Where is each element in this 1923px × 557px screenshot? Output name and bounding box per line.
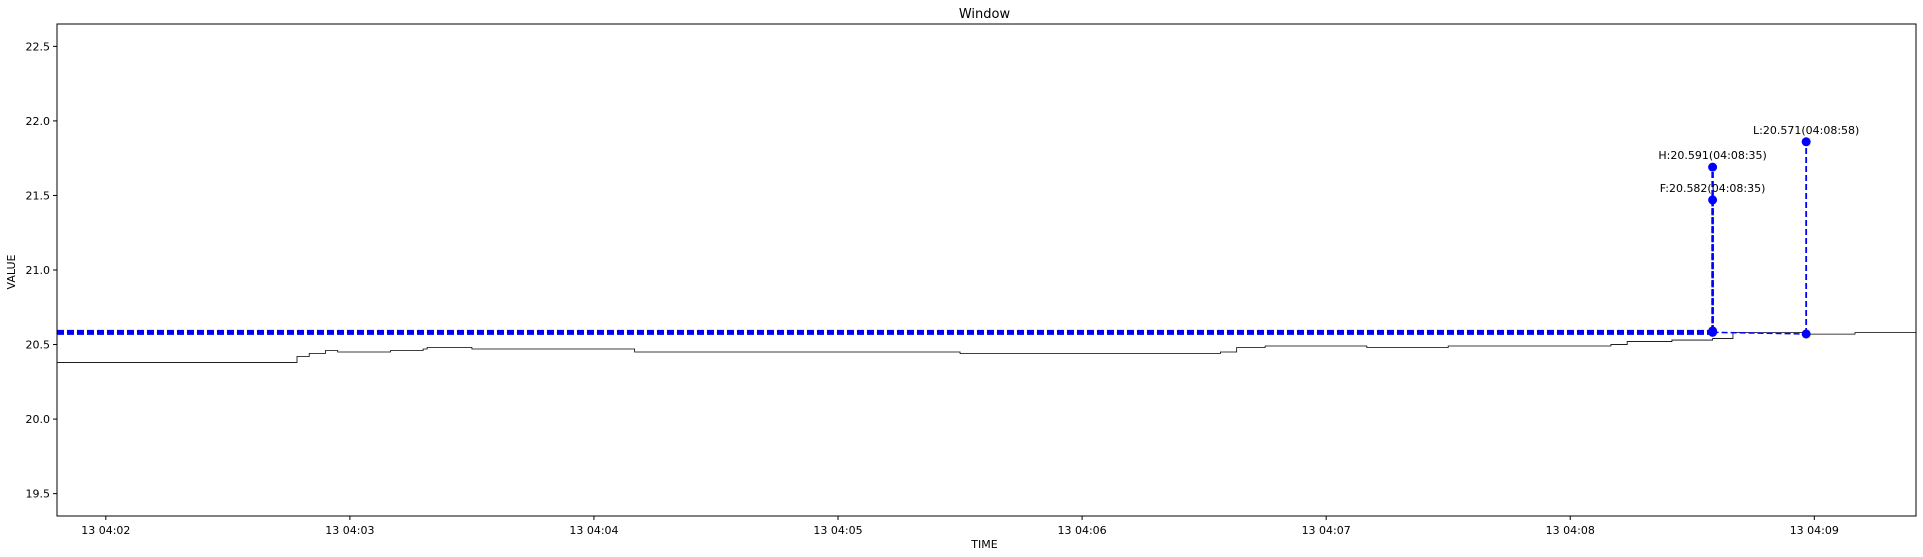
marker-point — [1708, 326, 1718, 336]
marker-point — [1708, 195, 1718, 205]
y-tick-label: 20.5 — [26, 339, 51, 352]
marks-layer — [57, 137, 1811, 339]
y-tick-label: 19.5 — [26, 488, 51, 501]
x-tick-label: 13 04:09 — [1790, 524, 1839, 537]
marker-point — [1801, 137, 1811, 147]
x-tick-label: 13 04:08 — [1546, 524, 1595, 537]
annotation-label: F:20.582(04:08:35) — [1660, 182, 1766, 195]
annotation-label: L:20.571(04:08:58) — [1753, 124, 1859, 137]
series-line — [57, 332, 1917, 363]
y-tick-label: 20.0 — [26, 413, 51, 426]
marker-point — [1708, 162, 1718, 172]
x-tick-label: 13 04:06 — [1057, 524, 1106, 537]
x-tick-label: 13 04:03 — [325, 524, 374, 537]
plot-area: F:20.582(04:08:35) H:20.591(04:08:35) L:20… — [57, 124, 1917, 363]
x-tick-label: 13 04:05 — [813, 524, 862, 537]
plot-frame — [56, 23, 1917, 517]
x-tick-label: 13 04:04 — [569, 524, 618, 537]
x-tick-label: 13 04:02 — [81, 524, 130, 537]
marker-point — [1801, 329, 1811, 339]
x-tick-label: 13 04:07 — [1302, 524, 1351, 537]
y-tick-label: 22.5 — [26, 40, 51, 53]
annotation-layer: F:20.582(04:08:35) H:20.591(04:08:35) L:20… — [1658, 124, 1859, 195]
x-axis: 13 04:02 13 04:03 13 04:04 13 04:05 13 04:06… — [81, 516, 1839, 537]
chart-title: Window — [959, 7, 1011, 22]
x-axis-label: TIME — [970, 538, 997, 551]
y-tick-label: 21.5 — [26, 189, 51, 202]
y-tick-label: 22.0 — [26, 115, 51, 128]
y-tick-label: 21.0 — [26, 264, 51, 277]
y-axis: 19.5 20.0 20.5 21.0 21.5 22.0 22.5 — [26, 40, 57, 501]
annotation-label: H:20.591(04:08:35) — [1658, 149, 1766, 162]
series-layer — [57, 332, 1917, 363]
y-axis-label: VALUE — [5, 254, 18, 289]
level-connector — [1712, 331, 1807, 335]
